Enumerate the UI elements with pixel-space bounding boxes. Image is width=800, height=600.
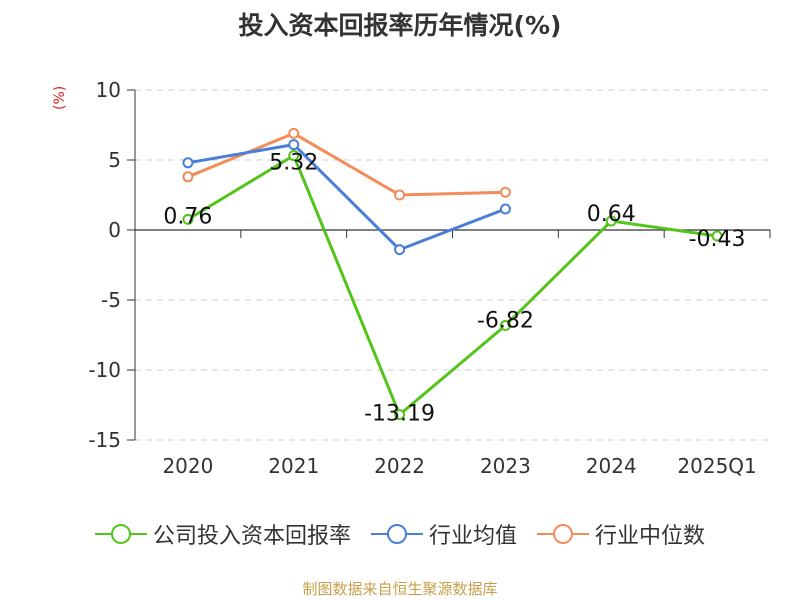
legend-marker	[370, 524, 423, 544]
legend-label: 公司投入资本回报率	[152, 524, 351, 549]
x-tick-label: 2024	[586, 454, 637, 478]
data-source-note: 制图数据来自恒生聚源数据库	[302, 580, 498, 598]
data-label: -6.82	[477, 308, 534, 333]
data-point	[394, 409, 406, 421]
legend-label: 行业均值	[428, 524, 517, 549]
data-point	[288, 127, 300, 139]
x-tick-label: 2021	[268, 454, 319, 478]
legend-marker	[537, 524, 589, 544]
data-point	[182, 171, 194, 183]
legend-item: 行业均值	[370, 518, 517, 550]
y-tick-label: -15	[88, 428, 121, 452]
y-tick-label: 10	[96, 78, 121, 102]
data-label: -13.19	[364, 402, 435, 427]
y-tick-label: 5	[108, 148, 121, 172]
data-point	[394, 244, 406, 256]
data-point	[499, 319, 511, 331]
y-tick-label: -5	[101, 288, 121, 312]
y-tick-label: -10	[88, 358, 121, 382]
data-label: 0.76	[163, 204, 212, 229]
x-tick-label: 2025Q1	[677, 454, 756, 478]
data-point	[288, 139, 300, 151]
data-label: 5.32	[269, 151, 318, 176]
chart-title: 投入资本回报率历年情况(%)	[238, 11, 562, 40]
x-tick-label: 2020	[162, 454, 213, 478]
legend-item: 公司投入资本回报率	[94, 518, 351, 550]
data-point	[605, 215, 617, 227]
series-line	[187, 131, 506, 197]
legend-item: 行业中位数	[537, 518, 705, 550]
data-point	[394, 189, 406, 201]
chart-legend: 公司投入资本回报率 行业均值 行业中位数	[0, 518, 800, 550]
x-tick-label: 2022	[374, 454, 425, 478]
data-point	[499, 203, 511, 215]
x-tick-label: 2023	[480, 454, 531, 478]
legend-marker	[94, 524, 147, 544]
data-point	[499, 186, 511, 198]
series-line	[187, 154, 718, 417]
series-line	[187, 143, 506, 252]
data-point	[288, 150, 300, 162]
legend-label: 行业中位数	[595, 524, 706, 549]
data-point	[182, 157, 194, 169]
data-label: -0.43	[689, 227, 746, 252]
data-label: 0.64	[587, 202, 636, 227]
data-point	[711, 230, 723, 242]
data-point	[182, 213, 194, 225]
y-tick-label: 0	[108, 218, 121, 242]
